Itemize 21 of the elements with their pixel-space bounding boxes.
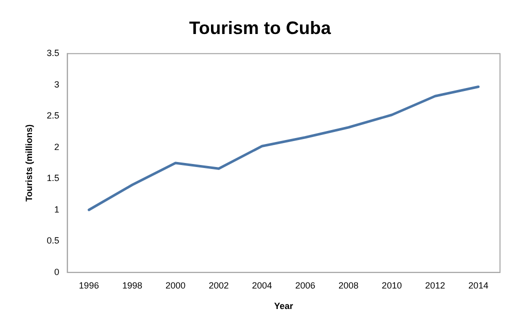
x-tick-label: 2008 <box>338 280 359 290</box>
y-tick-label: 0 <box>54 266 60 277</box>
x-tick-label: 2012 <box>425 280 446 290</box>
y-tick-label: 2 <box>54 142 60 152</box>
y-tick-label: 0.5 <box>46 236 60 246</box>
x-tick-label: 2006 <box>295 280 316 290</box>
x-tick-label: 2014 <box>468 280 488 290</box>
x-tick-label: 1996 <box>78 280 99 290</box>
x-tick-label: 2004 <box>252 280 272 290</box>
x-tick-label: 1998 <box>122 280 142 290</box>
x-axis-title: Year <box>274 301 294 312</box>
x-tick-label: 2010 <box>382 280 402 290</box>
x-tick-label: 2002 <box>208 280 229 290</box>
y-axis-title: Tourists (millions) <box>24 124 34 202</box>
y-tick-label: 3 <box>54 79 60 90</box>
y-tick-label: 1 <box>54 204 60 214</box>
y-tick-label: 3.5 <box>46 48 60 58</box>
chart-title: Tourism to Cuba <box>189 18 332 38</box>
y-tick-label: 2.5 <box>46 110 60 121</box>
y-tick-label: 1.5 <box>46 173 60 184</box>
x-tick-label: 2000 <box>165 280 186 290</box>
